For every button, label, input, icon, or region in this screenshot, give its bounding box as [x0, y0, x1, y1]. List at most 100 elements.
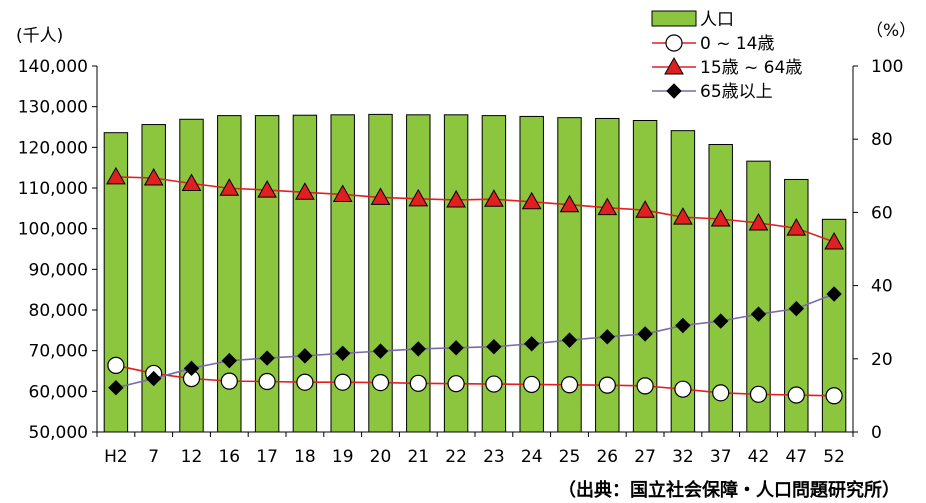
- series-marker: [597, 197, 618, 216]
- x-tick-label: 52: [823, 447, 845, 467]
- series-marker: [561, 332, 578, 348]
- series-marker: [334, 373, 352, 391]
- legend-label: 0 ~ 14歳: [700, 34, 775, 54]
- source-note: （出典：国立社会保障・人口問題研究所）: [558, 479, 900, 501]
- left-tick-label: 140,000: [18, 57, 88, 77]
- right-tick-label: 20: [871, 350, 893, 370]
- series-marker: [448, 340, 464, 356]
- series-marker: [598, 376, 616, 394]
- series-marker: [825, 387, 843, 405]
- right-tick-label: 0: [871, 423, 882, 443]
- x-tick-label: 16: [218, 447, 240, 467]
- series-marker: [106, 166, 126, 185]
- series-marker: [372, 343, 389, 359]
- series-marker: [221, 352, 238, 369]
- series-marker: [295, 182, 315, 200]
- series-marker: [370, 187, 391, 205]
- x-tick-label: 47: [785, 447, 807, 467]
- series-marker: [371, 373, 390, 392]
- legend-swatch: [651, 10, 697, 27]
- series-marker: [219, 178, 240, 196]
- series-marker: [710, 208, 731, 227]
- series-marker: [787, 386, 805, 404]
- x-tick-label: 20: [370, 447, 392, 467]
- left-tick-label: 100,000: [18, 220, 88, 240]
- x-tick-label: 19: [332, 447, 354, 467]
- x-tick-label: 23: [483, 447, 505, 467]
- series-marker: [410, 341, 427, 357]
- series-marker: [788, 300, 805, 317]
- series-marker: [332, 184, 353, 202]
- series-marker: [523, 375, 541, 394]
- series-marker: [523, 336, 540, 352]
- left-axis-unit: (千人): [16, 26, 63, 46]
- legend: 人口 0 ~ 14歳 15歳 ~ 64歳 65歳以上: [651, 10, 802, 102]
- right-tick-label: 40: [871, 277, 893, 297]
- series-marker: [145, 370, 162, 387]
- series-marker: [635, 200, 655, 218]
- series-marker: [826, 286, 842, 302]
- left-tick-label: 80,000: [29, 301, 88, 321]
- series-marker: [824, 232, 844, 250]
- series-marker: [484, 189, 504, 207]
- x-axis-ticks: H2 7 12 16 17 18 19 20 21 22 23 24 25 26 27 32 37 42 47 52: [96, 432, 854, 467]
- series-marker: [559, 194, 580, 213]
- series-marker: [521, 191, 542, 210]
- x-tick-label: 22: [445, 447, 467, 467]
- x-tick-label: 26: [596, 447, 618, 467]
- legend-label: 人口: [700, 10, 734, 30]
- series-marker: [712, 313, 729, 329]
- left-tick-label: 110,000: [18, 179, 88, 199]
- x-tick-label: 27: [634, 447, 656, 467]
- right-tick-label: 60: [871, 203, 893, 223]
- legend-label: 65歳以上: [700, 82, 773, 102]
- series-marker: [750, 306, 767, 322]
- legend-marker: [664, 56, 684, 75]
- left-tick-label: 120,000: [18, 138, 88, 158]
- left-tick-label: 70,000: [29, 342, 88, 362]
- x-tick-label: 24: [521, 447, 543, 467]
- series-marker: [637, 326, 653, 342]
- series-marker: [786, 218, 807, 236]
- series-marker: [712, 384, 730, 402]
- series-marker: [409, 374, 427, 392]
- right-tick-label: 80: [871, 130, 893, 150]
- right-axis-unit: （%）: [866, 21, 916, 41]
- series-marker: [674, 380, 692, 398]
- left-axis-ticks: 140,000 130,000 120,000 110,000 100,000 90,00…: [18, 57, 97, 443]
- x-tick-label: 7: [148, 447, 159, 467]
- series-marker: [486, 339, 502, 355]
- legend-label: 15歳 ~ 64歳: [700, 58, 802, 78]
- legend-marker: [666, 83, 682, 99]
- series-marker: [748, 212, 769, 231]
- x-tick-label: 42: [748, 447, 770, 467]
- series-marker: [258, 372, 276, 391]
- x-tick-label: 21: [407, 447, 429, 467]
- axes: [96, 66, 854, 433]
- series-marker: [297, 348, 313, 364]
- series-marker: [259, 350, 275, 366]
- x-tick-label: H2: [104, 447, 128, 467]
- series-marker: [673, 207, 693, 225]
- series-marker: [296, 373, 314, 391]
- x-tick-label: 18: [294, 447, 316, 467]
- series-marker: [599, 329, 616, 345]
- left-tick-label: 130,000: [18, 98, 88, 118]
- series-marker: [636, 377, 654, 395]
- series-marker: [334, 345, 351, 362]
- x-tick-label: 32: [672, 447, 694, 467]
- x-tick-label: 25: [559, 447, 581, 467]
- x-tick-label: 12: [181, 447, 203, 467]
- series-marker: [257, 180, 277, 198]
- series-marker: [220, 372, 238, 390]
- series-marker: [183, 360, 200, 377]
- right-axis-ticks: 100 80 60 40 20 0: [853, 57, 903, 443]
- series-marker: [675, 317, 691, 334]
- ratio-lines: [106, 166, 844, 405]
- series-marker: [181, 173, 202, 191]
- legend-marker: [665, 34, 683, 52]
- series-marker: [446, 189, 466, 208]
- series-marker: [447, 375, 465, 393]
- left-tick-label: 90,000: [29, 260, 88, 280]
- series-marker: [107, 356, 125, 374]
